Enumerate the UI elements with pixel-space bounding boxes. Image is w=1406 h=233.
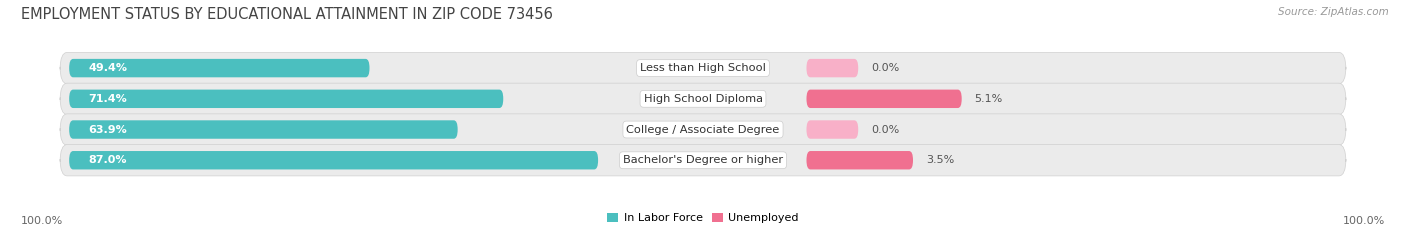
FancyBboxPatch shape: [69, 90, 503, 108]
Text: 71.4%: 71.4%: [89, 94, 128, 104]
Text: Less than High School: Less than High School: [640, 63, 766, 73]
Text: Bachelor's Degree or higher: Bachelor's Degree or higher: [623, 155, 783, 165]
Text: 0.0%: 0.0%: [872, 63, 900, 73]
FancyBboxPatch shape: [69, 120, 458, 139]
Text: 63.9%: 63.9%: [89, 124, 128, 134]
FancyBboxPatch shape: [807, 59, 858, 77]
Text: 0.0%: 0.0%: [872, 124, 900, 134]
Text: 49.4%: 49.4%: [89, 63, 128, 73]
Text: 100.0%: 100.0%: [1343, 216, 1385, 226]
Text: High School Diploma: High School Diploma: [644, 94, 762, 104]
FancyBboxPatch shape: [60, 52, 1346, 84]
Text: 5.1%: 5.1%: [974, 94, 1002, 104]
Text: EMPLOYMENT STATUS BY EDUCATIONAL ATTAINMENT IN ZIP CODE 73456: EMPLOYMENT STATUS BY EDUCATIONAL ATTAINM…: [21, 7, 553, 22]
FancyBboxPatch shape: [807, 90, 962, 108]
Text: 3.5%: 3.5%: [927, 155, 955, 165]
FancyBboxPatch shape: [60, 83, 1346, 114]
Text: College / Associate Degree: College / Associate Degree: [627, 124, 779, 134]
FancyBboxPatch shape: [69, 151, 598, 169]
FancyBboxPatch shape: [807, 120, 858, 139]
FancyBboxPatch shape: [60, 114, 1346, 145]
FancyBboxPatch shape: [60, 144, 1346, 176]
Text: 87.0%: 87.0%: [89, 155, 127, 165]
Legend: In Labor Force, Unemployed: In Labor Force, Unemployed: [603, 208, 803, 227]
FancyBboxPatch shape: [807, 151, 912, 169]
Text: Source: ZipAtlas.com: Source: ZipAtlas.com: [1278, 7, 1389, 17]
FancyBboxPatch shape: [69, 59, 370, 77]
Text: 100.0%: 100.0%: [21, 216, 63, 226]
